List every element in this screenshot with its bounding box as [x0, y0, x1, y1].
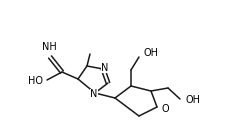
Text: N: N: [90, 89, 98, 99]
Text: NH: NH: [42, 42, 56, 52]
Text: O: O: [162, 104, 170, 114]
Text: N: N: [101, 63, 109, 73]
Text: HO: HO: [28, 76, 43, 86]
Text: OH: OH: [144, 48, 159, 58]
Text: OH: OH: [185, 95, 200, 105]
